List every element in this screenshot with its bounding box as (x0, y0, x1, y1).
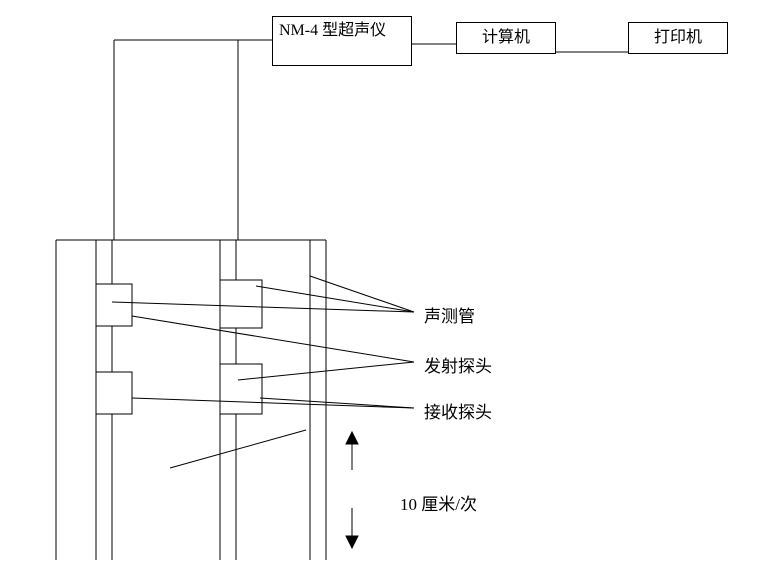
probe-rect (96, 372, 132, 414)
computer-box: 计算机 (456, 22, 556, 54)
computer-label: 计算机 (482, 28, 530, 48)
sounding-tube-label: 声测管 (424, 302, 475, 327)
receive-probe-label: 接收探头 (424, 398, 492, 423)
ultrasonic-instrument-box: NM-4 型超声仪 (272, 16, 412, 66)
transmit-probe-label: 发射探头 (424, 352, 492, 377)
line-layer (0, 0, 760, 570)
diagram-stage: { "canvas": { "width": 760, "height": 57… (0, 0, 760, 570)
probe-rect (220, 280, 262, 328)
probe-rect (220, 364, 262, 414)
ultrasonic-instrument-label: NM-4 型超声仪 (279, 21, 386, 41)
step-distance-label: 10 厘米/次 (400, 490, 477, 515)
probe-rect (96, 284, 132, 326)
printer-label: 打印机 (654, 28, 702, 48)
printer-box: 打印机 (628, 22, 728, 54)
